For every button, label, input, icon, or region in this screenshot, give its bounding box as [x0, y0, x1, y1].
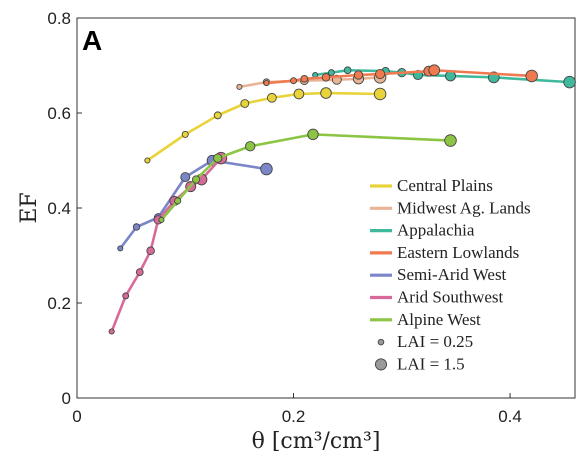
- legend-size-large-marker: [375, 359, 386, 370]
- series-arid-southwest: [109, 152, 227, 334]
- data-point: [321, 88, 332, 99]
- data-point: [245, 142, 254, 151]
- data-point: [344, 67, 351, 74]
- data-point: [564, 76, 576, 88]
- series-line: [147, 93, 380, 160]
- data-point: [291, 78, 297, 84]
- series-central-plains: [145, 88, 386, 163]
- legend-size-large-label: LAI = 1.5: [397, 354, 465, 373]
- y-tick-label: 0.4: [47, 199, 71, 218]
- data-point: [237, 84, 242, 89]
- legend-entry: Arid Southwest: [397, 288, 504, 307]
- data-point: [261, 163, 273, 175]
- data-point: [123, 293, 129, 299]
- legend: Central Plains Midwest Ag. Lands Appalachi…: [370, 176, 531, 373]
- legend-entry: Alpine West: [397, 310, 481, 329]
- y-tick-label: 0.8: [47, 9, 71, 28]
- data-point: [182, 131, 188, 137]
- data-point: [294, 89, 304, 99]
- y-tick-label: 0: [62, 389, 71, 408]
- data-point: [133, 224, 139, 230]
- data-point: [445, 135, 457, 147]
- x-tick-label: 0.4: [498, 407, 522, 426]
- series-line: [120, 161, 266, 249]
- data-point: [181, 173, 190, 182]
- data-point: [109, 329, 114, 334]
- x-tick-label: 0.2: [282, 407, 306, 426]
- panel-label: A: [82, 25, 102, 56]
- y-axis-label: EF: [17, 192, 42, 223]
- data-point: [322, 74, 330, 82]
- data-point: [526, 70, 538, 82]
- data-point: [241, 100, 249, 108]
- data-point: [429, 65, 440, 76]
- data-point: [159, 217, 164, 222]
- data-point: [267, 93, 276, 102]
- data-point: [264, 80, 269, 85]
- data-point: [214, 112, 221, 119]
- data-point: [374, 88, 386, 100]
- data-point: [118, 246, 123, 251]
- data-point: [301, 75, 308, 82]
- legend-entry: Midwest Ag. Lands: [397, 198, 531, 217]
- legend-entry: Eastern Lowlands: [397, 243, 519, 262]
- legend-entry: Central Plains: [397, 176, 493, 195]
- legend-entry: Appalachia: [397, 221, 475, 240]
- data-point: [376, 69, 385, 78]
- data-point: [192, 176, 199, 183]
- data-point: [147, 247, 155, 255]
- data-point: [136, 269, 143, 276]
- data-point: [145, 158, 150, 163]
- y-tick-label: 0.6: [47, 104, 71, 123]
- data-point: [175, 198, 181, 204]
- data-point: [308, 129, 319, 140]
- data-point: [214, 154, 222, 162]
- legend-size-small-marker: [378, 339, 384, 345]
- x-axis-label: θ [cm³/cm³]: [252, 429, 381, 454]
- legend-size-small-label: LAI = 0.25: [397, 332, 473, 351]
- data-point: [354, 71, 362, 79]
- y-tick-label: 0.2: [47, 294, 71, 313]
- legend-entry: Semi-Arid West: [397, 265, 507, 284]
- x-tick-label: 0: [72, 407, 81, 426]
- series-semi-arid-west: [118, 155, 273, 251]
